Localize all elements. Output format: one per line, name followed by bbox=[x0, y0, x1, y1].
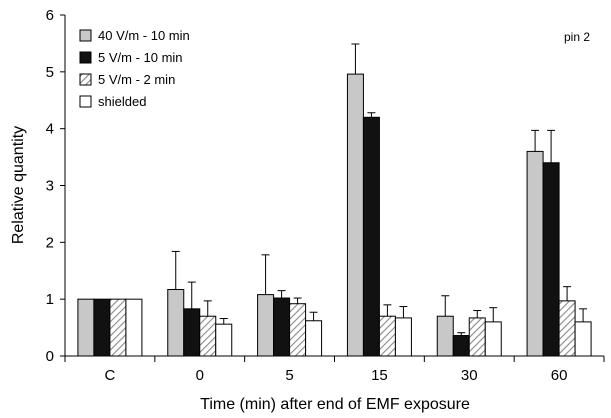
bar-4-60 bbox=[574, 321, 592, 357]
bar-1-30 bbox=[436, 315, 454, 357]
y-tick-label: 6 bbox=[46, 7, 54, 24]
bar-3-C bbox=[109, 298, 127, 357]
bar-1-C bbox=[77, 298, 95, 357]
x-tick-label: 5 bbox=[285, 367, 293, 384]
bar-4-5 bbox=[305, 320, 323, 357]
bar-3-60 bbox=[558, 300, 576, 357]
legend-label: shielded bbox=[98, 94, 146, 109]
legend-swatch bbox=[79, 29, 92, 42]
bar-1-60 bbox=[526, 150, 544, 357]
legend-label: 5 V/m - 2 min bbox=[98, 72, 175, 87]
y-tick-label: 2 bbox=[46, 234, 54, 251]
bar-4-30 bbox=[484, 321, 502, 357]
bar-2-0 bbox=[183, 308, 201, 357]
bar-2-30 bbox=[452, 335, 470, 357]
bar-2-60 bbox=[542, 162, 560, 357]
bar-3-30 bbox=[468, 317, 486, 357]
legend: 40 V/m - 10 min 5 V/m - 10 min 5 V/m - 2 m… bbox=[79, 28, 190, 109]
y-tick-label: 3 bbox=[46, 178, 54, 195]
y-tick-label: 4 bbox=[46, 121, 54, 138]
bar-2-15 bbox=[362, 116, 380, 357]
y-axis-label: Relative quantity bbox=[10, 126, 27, 244]
x-tick-label: 15 bbox=[371, 367, 388, 384]
legend-label: 40 V/m - 10 min bbox=[98, 28, 190, 43]
x-tick-label: 30 bbox=[461, 367, 478, 384]
x-tick-label: C bbox=[104, 367, 115, 384]
bar-3-15 bbox=[378, 315, 396, 357]
bar-2-5 bbox=[273, 297, 291, 357]
bar-4-C bbox=[125, 298, 143, 357]
legend-label: 5 V/m - 10 min bbox=[98, 50, 183, 65]
y-tick-label: 0 bbox=[46, 348, 54, 365]
legend-swatch bbox=[79, 51, 92, 64]
legend-swatch bbox=[79, 95, 92, 108]
y-tick-label: 1 bbox=[46, 291, 54, 308]
axes bbox=[60, 14, 605, 362]
x-axis-label: Time (min) after end of EMF exposure bbox=[200, 396, 470, 413]
bar-3-0 bbox=[199, 315, 217, 357]
bar-4-0 bbox=[215, 323, 233, 357]
x-tick-label: 0 bbox=[196, 367, 204, 384]
tick-labels: 0 1 2 3 4 5 6 C 0 5 15 30 60 bbox=[46, 7, 568, 384]
bar-2-C bbox=[93, 298, 111, 357]
bar-1-15 bbox=[346, 73, 364, 357]
bars bbox=[77, 43, 592, 357]
legend-swatch bbox=[79, 73, 92, 86]
bar-3-5 bbox=[289, 303, 307, 357]
bar-1-5 bbox=[257, 294, 275, 357]
y-tick-label: 5 bbox=[46, 64, 54, 81]
bar-4-15 bbox=[394, 317, 412, 357]
pin-annotation: pin 2 bbox=[564, 30, 590, 44]
bar-1-0 bbox=[167, 289, 185, 357]
x-tick-label: 60 bbox=[551, 367, 568, 384]
